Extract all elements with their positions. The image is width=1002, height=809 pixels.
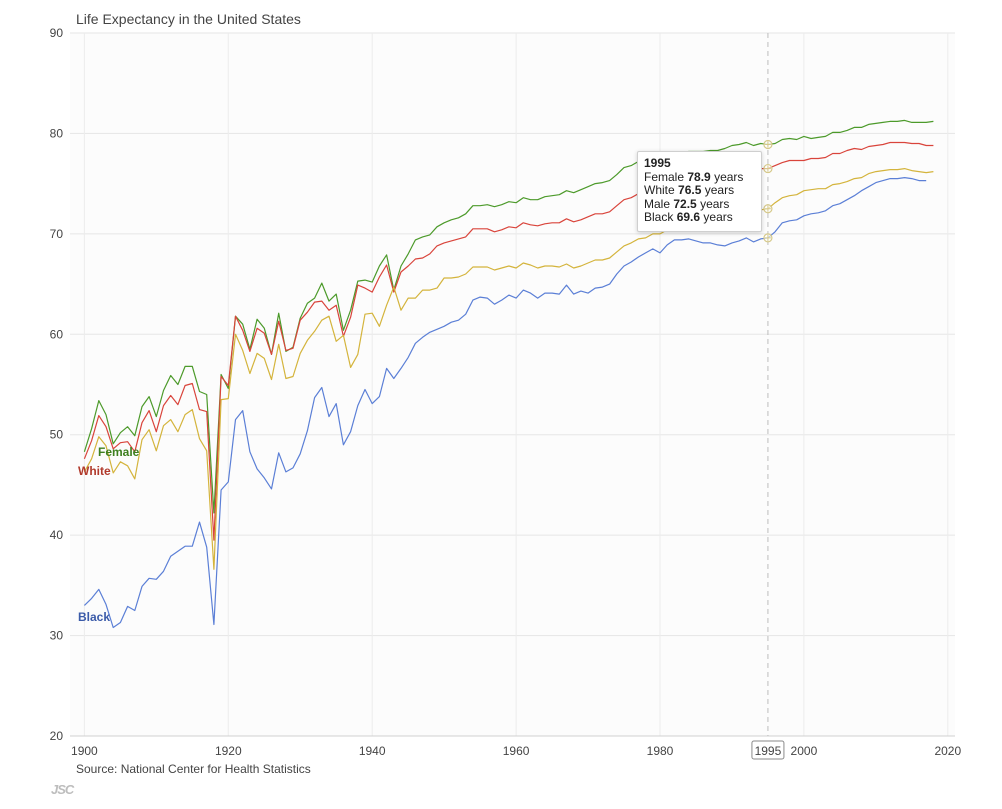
x-tick-label: 2020	[934, 744, 961, 758]
hover-cursor: 1995	[751, 33, 785, 760]
axis-labels: 20 30 40 50 60 70 80 90 1900 1920 1940 1960 1980 2000…	[50, 26, 962, 758]
series-line-female[interactable]	[83, 119, 934, 514]
series-label-black: Black	[78, 610, 110, 624]
x-tick-label: 1900	[71, 744, 98, 758]
tooltip-row-female: Female 78.9 years	[644, 169, 755, 185]
brand-logo: JSC	[51, 782, 74, 797]
tooltip-row-label: Female	[644, 169, 685, 184]
tooltip-row-unit: years	[700, 196, 730, 211]
y-tick-label: 50	[50, 428, 64, 442]
y-tick-label: 40	[50, 528, 64, 542]
x-tick-label: 1960	[503, 744, 530, 758]
tooltip-row-unit: years	[703, 210, 733, 224]
tooltip-row-value: 76.5	[678, 183, 702, 197]
hover-markers	[763, 139, 773, 243]
y-tick-label: 20	[50, 729, 64, 743]
tooltip-row-unit: years	[704, 183, 735, 197]
tooltip-year: 1995	[644, 156, 671, 170]
plot-background	[70, 33, 955, 736]
chart-title: Life Expectancy in the United States	[76, 11, 301, 27]
y-tick-label: 80	[50, 126, 64, 140]
x-tick-label: 1940	[359, 744, 386, 758]
grid-lines	[70, 32, 955, 737]
tooltip-row-male: Male 72.5 years	[644, 196, 755, 212]
series-lines	[83, 119, 934, 629]
series-label-female: Female	[98, 445, 140, 459]
series-line-black[interactable]	[83, 177, 927, 629]
tooltip-row-value: 78.9	[687, 169, 711, 184]
tooltip-row-label: Black	[644, 210, 674, 224]
series-labels: Female White Black	[78, 445, 140, 624]
source-note: Source: National Center for Health Stati…	[76, 762, 311, 776]
y-tick-label: 60	[50, 327, 64, 341]
tooltip-row-label: Male	[644, 196, 671, 211]
tooltip-row-value: 69.6	[676, 210, 701, 224]
x-tick-label: 1920	[215, 744, 242, 758]
series-line-male[interactable]	[83, 168, 934, 570]
tooltip-row-label: White	[644, 183, 675, 197]
x-tick-label: 2000	[791, 744, 818, 758]
x-highlight-label: 1995	[755, 744, 782, 758]
y-tick-label: 90	[50, 26, 64, 40]
hover-tooltip: 1995 Female 78.9 years White 76.5 years …	[637, 151, 762, 232]
y-tick-label: 30	[50, 629, 64, 643]
tooltip-row-white: White 76.5 years	[644, 183, 755, 198]
tooltip-row-value: 72.5	[673, 196, 697, 211]
tooltip-row-unit: years	[714, 169, 744, 184]
series-label-white: White	[78, 464, 111, 478]
x-tick-label: 1980	[647, 744, 674, 758]
y-tick-label: 70	[50, 227, 64, 241]
series-line-white[interactable]	[83, 141, 934, 541]
tooltip-row-black: Black 69.6 years	[644, 210, 755, 225]
x-highlight-box	[751, 740, 785, 760]
